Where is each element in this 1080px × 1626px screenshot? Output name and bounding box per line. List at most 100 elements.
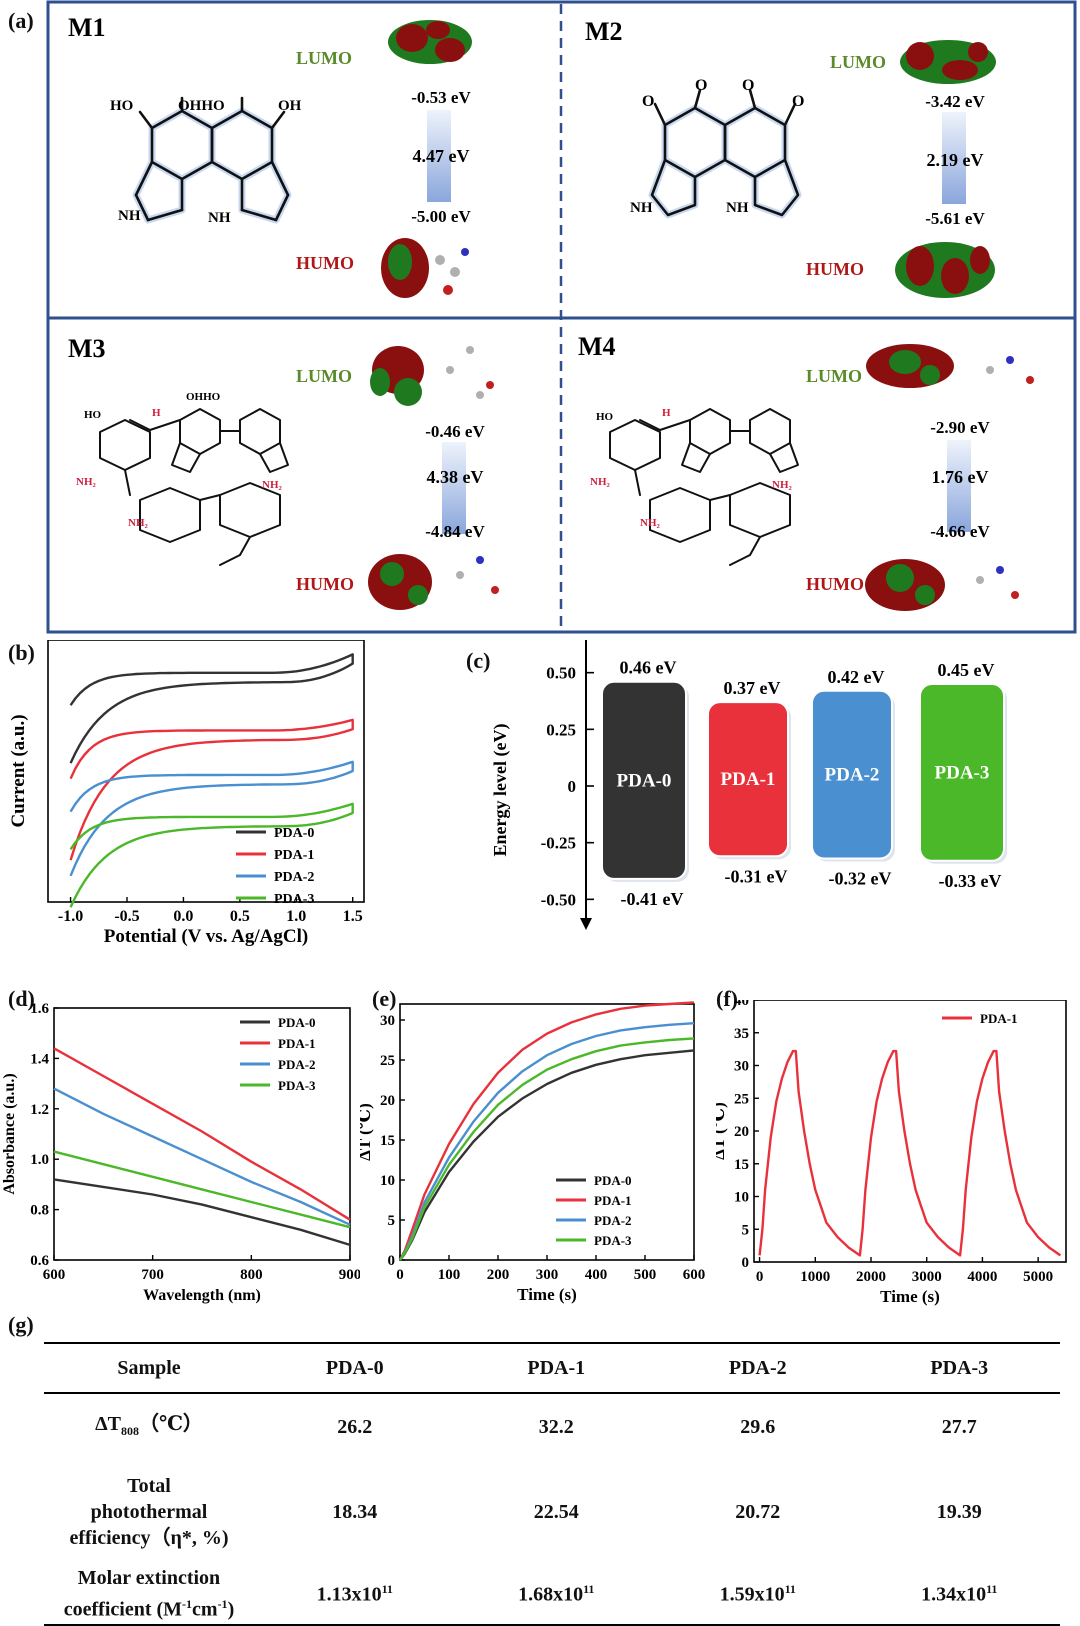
structure-label: NH₂: [640, 517, 661, 529]
legend-label: PDA-3: [594, 1233, 632, 1248]
photothermal-table: Sample PDA-0 PDA-1 PDA-2 PDA-3 ΔT808（℃） …: [44, 1342, 1060, 1626]
structure-label: OHHO: [186, 391, 221, 403]
structure-label: OHHO: [178, 98, 225, 114]
x-axis-label: Potential (V vs. Ag/AgCl): [104, 926, 308, 947]
table-row: Total photothermal efficiency（η*, %) 18.34…: [44, 1460, 1060, 1564]
chart-absorbance: 600 700 800 900 0.6 0.8 1.0 1.2 1.4 1.6 Wavelength…: [1, 1001, 360, 1304]
y-tick-label: 0: [742, 1255, 750, 1271]
structure-label: O: [792, 93, 804, 110]
table-header-row: Sample PDA-0 PDA-1 PDA-2 PDA-3: [44, 1342, 1060, 1394]
y-tick-label: 0.6: [30, 1253, 49, 1269]
table-header-cell: PDA-1: [455, 1342, 657, 1394]
structure-label: H: [662, 407, 671, 419]
y-tick-label: 20: [734, 1124, 749, 1140]
table-row: ΔT808（℃） 26.2 32.2 29.6 27.7: [44, 1393, 1060, 1460]
structure-m3: [99, 408, 289, 566]
lumo-label: LUMO: [296, 48, 352, 68]
table-cell: 1.68x1011: [455, 1564, 657, 1626]
chart-energy-levels: 0.50 0.25 0 -0.25 -0.50 Energy level (eV) PDA-…: [490, 640, 1007, 930]
orbital-humo-m2: [895, 242, 995, 298]
y-tick-label: 0.8: [30, 1203, 49, 1219]
y-tick-label: 0: [568, 777, 577, 796]
y-tick-label: 15: [380, 1133, 395, 1149]
panel-label-b: (b): [8, 640, 35, 665]
molecule-name: M1: [68, 13, 106, 42]
y-axis-label: ΔT (℃): [716, 1102, 728, 1160]
bottom-energy-label: -0.31 eV: [725, 866, 788, 886]
bar-label: PDA-3: [935, 762, 990, 783]
x-tick-label: 500: [634, 1267, 657, 1283]
absorbance-curve-pda-0: [53, 1178, 351, 1247]
lumo-label: LUMO: [296, 366, 352, 386]
structure-label: NH: [118, 208, 141, 224]
cycling-curve-pda-1: [758, 1049, 1062, 1257]
y-tick-label: 1.6: [30, 1001, 49, 1017]
cv-curve-pda-2: [69, 760, 354, 877]
legend-label: PDA-2: [278, 1057, 316, 1072]
table-cell: 22.54: [533, 1500, 579, 1523]
legend-label: PDA-1: [274, 848, 314, 863]
energy-gap-m3: -0.46 eV 4.38 eV -4.84 eV: [425, 422, 485, 541]
bar-label: PDA-2: [825, 765, 880, 786]
y-tick-label: 30: [380, 1013, 395, 1029]
table-header-cell: PDA-0: [254, 1342, 456, 1394]
table-cell: 27.7: [941, 1415, 977, 1438]
structure-label: O: [695, 77, 707, 94]
x-tick-label: 800: [240, 1267, 263, 1283]
x-tick-label: 1000: [800, 1269, 830, 1285]
structure-m4: [609, 408, 799, 566]
lumo-energy: -2.90 eV: [930, 418, 990, 437]
y-tick-label: 25: [380, 1053, 395, 1069]
panel-label-e: (e): [372, 986, 397, 1011]
cv-curve-pda-0: [69, 653, 354, 764]
x-tick-label: 0: [756, 1269, 764, 1285]
structure-label: O: [642, 93, 654, 110]
x-axis-label: Wavelength (nm): [143, 1287, 261, 1304]
x-tick-label: 100: [438, 1267, 461, 1283]
plot-frame: [47, 640, 365, 903]
table-cell: 19.39: [936, 1500, 982, 1523]
structure-label: NH: [726, 200, 749, 216]
gap-bar: [947, 440, 971, 532]
gap-energy: 4.38 eV: [427, 467, 484, 487]
molecule-name: M3: [68, 334, 106, 363]
row-label: Molar extinction coefficient (M-1cm-1): [44, 1564, 254, 1626]
legend-label: PDA-3: [274, 892, 314, 907]
table-header-cell: Sample: [44, 1342, 254, 1394]
structure-label: HO: [110, 98, 133, 114]
y-tick-label: 35: [734, 1026, 749, 1042]
x-axis-label: Time (s): [880, 1287, 940, 1306]
row-label: Total photothermal efficiency（η*, %): [69, 1475, 229, 1549]
y-axis-label: Absorbance (a.u.): [1, 1073, 18, 1194]
structure-m1: [132, 96, 292, 224]
gap-energy: 1.76 eV: [932, 467, 989, 487]
y-axis-label: ΔT (℃): [360, 1103, 374, 1161]
lumo-label: LUMO: [806, 366, 862, 386]
top-energy-label: 0.46 eV: [620, 658, 677, 678]
energy-gap-m2: -3.42 eV 2.19 eV -5.61 eV: [925, 92, 985, 228]
absorbance-curve-pda-3: [53, 1150, 351, 1229]
top-energy-label: 0.37 eV: [724, 678, 781, 698]
legend-label: PDA-1: [980, 1011, 1018, 1026]
structure-label: HO: [84, 409, 102, 421]
y-tick-label: 10: [734, 1190, 749, 1206]
orbital-humo-m3: [368, 554, 499, 610]
top-energy-label: 0.45 eV: [938, 660, 995, 680]
gap-energy: 4.47 eV: [413, 146, 470, 166]
bottom-energy-label: -0.33 eV: [939, 871, 1002, 891]
table-row: Molar extinction coefficient (M-1cm-1) 1.…: [44, 1564, 1060, 1626]
x-axis-label: Time (s): [517, 1285, 577, 1304]
panel-label-c: (c): [466, 648, 491, 673]
energy-bar: [919, 683, 1005, 862]
legend-label: PDA-0: [274, 826, 314, 841]
gap-bar: [942, 112, 966, 204]
plot-frame: [753, 1000, 1067, 1263]
chart-cycling: 0 1000 2000 3000 4000 5000 0 5 10 15 20 25 30 35 40 Tim…: [716, 1000, 1067, 1306]
structure-label: OH: [278, 98, 302, 114]
orbital-lumo-m4: [866, 344, 1034, 388]
table-cell: 26.2: [337, 1415, 373, 1438]
chart-cv: -1.0 -0.5 0.0 0.5 1.0 1.5 Potential (V vs. Ag/…: [8, 640, 365, 947]
orbital-lumo-m2: [900, 40, 996, 84]
orbital-humo-m1: [381, 238, 469, 298]
humo-energy: -4.66 eV: [930, 522, 990, 541]
